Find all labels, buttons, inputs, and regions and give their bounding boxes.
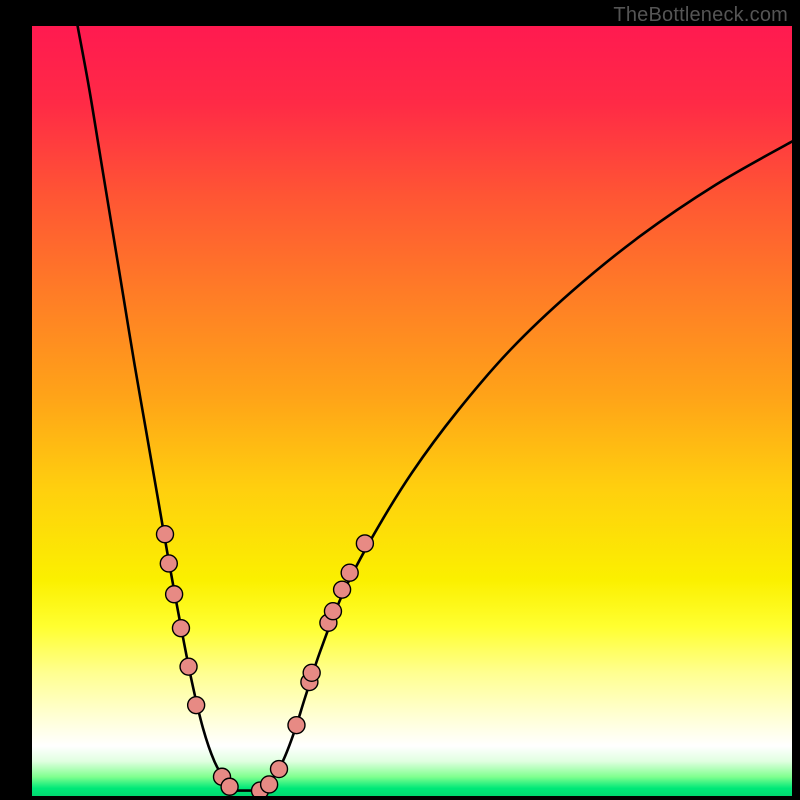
marker-dot <box>261 776 278 793</box>
marker-dot <box>188 697 205 714</box>
marker-dot <box>166 586 183 603</box>
watermark-text: TheBottleneck.com <box>613 4 788 27</box>
marker-dot <box>271 761 288 778</box>
marker-dot <box>303 664 320 681</box>
marker-dot <box>221 778 238 795</box>
bottleneck-chart <box>32 26 792 796</box>
marker-dot <box>341 564 358 581</box>
marker-dot <box>172 620 189 637</box>
marker-dot <box>160 555 177 572</box>
marker-dot <box>157 526 174 543</box>
chart-background <box>32 26 792 796</box>
marker-dot <box>334 581 351 598</box>
marker-dot <box>324 603 341 620</box>
marker-dot <box>356 535 373 552</box>
marker-dot <box>288 717 305 734</box>
chart-frame: TheBottleneck.com <box>0 0 800 800</box>
marker-dot <box>180 658 197 675</box>
